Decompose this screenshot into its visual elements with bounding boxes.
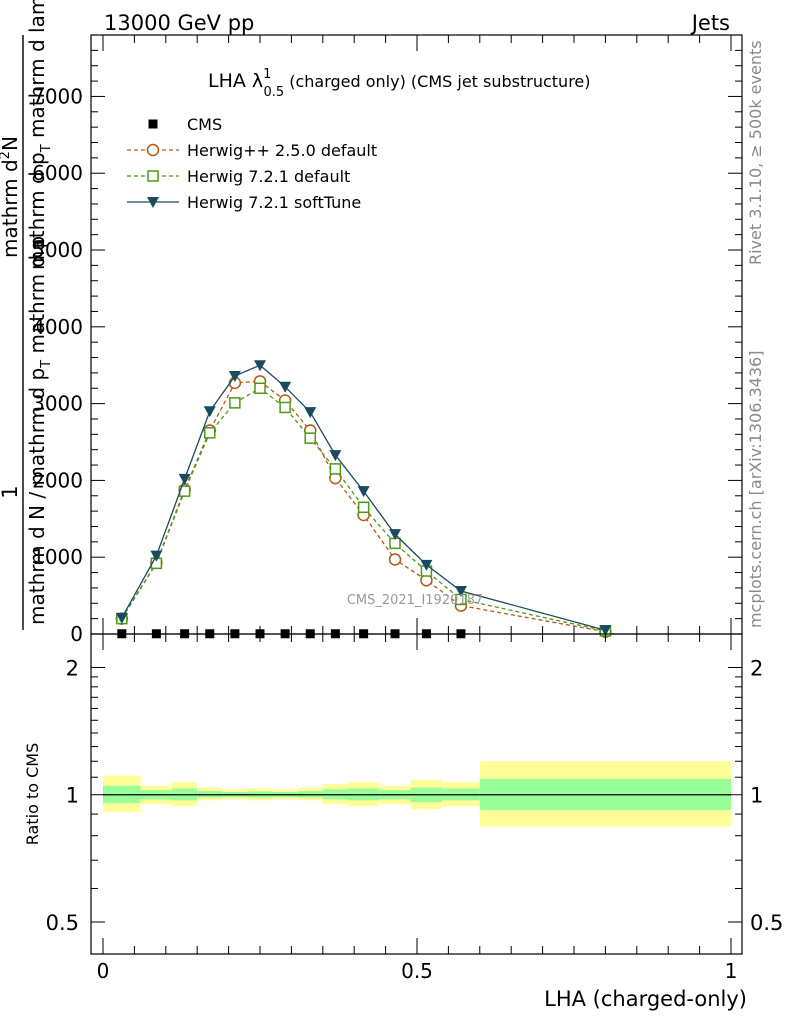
y-tick-label: 1000: [32, 545, 83, 569]
main-panel: 0 1000 2000 3000 4000 5000 6000 7000 CMS_2021_I…: [32, 34, 743, 646]
herwig721-softtune-marker: [203, 406, 216, 418]
main-y-axis-ticks: 0 1000 2000 3000 4000 5000 6000 7000: [32, 49, 742, 646]
ratio-y-tick-label-right: 1: [750, 784, 763, 808]
legend: CMS Herwig++ 2.5.0 default Herwig 7.2.1 de…: [127, 115, 377, 212]
x-tick-label: 0.5: [401, 959, 433, 983]
herwig721-softtune-marker: [228, 370, 241, 382]
herwig721-default-marker: [357, 501, 370, 514]
ratio-bands: [103, 761, 731, 827]
ratio-y-tick-label: 1: [66, 784, 79, 808]
category-label: Jets: [690, 11, 730, 35]
y-tick-label: 5000: [32, 238, 83, 262]
herwig721-softtune-marker: [329, 450, 342, 462]
herwig721-default-marker: [229, 397, 241, 409]
herwig721-softtune-marker: [150, 550, 163, 562]
herwig721-softtune-marker: [599, 625, 612, 637]
ratio-x-axis-ticks: 0 0.5 1: [97, 634, 738, 983]
cms-data-point: [148, 119, 158, 129]
herwig721-softtune-marker: [279, 381, 292, 393]
herwigpp-marker: [388, 553, 402, 566]
title-main: LHA λ: [208, 70, 263, 92]
herwig721-softtune-marker: [454, 585, 467, 597]
herwigpp-marker: [146, 143, 160, 157]
rivet-version-label: Rivet 3.1.10, ≥ 500k events: [746, 40, 765, 265]
title-rest: (charged only) (CMS jet substructure): [284, 72, 590, 91]
herwig721-default-marker: [254, 382, 266, 395]
y-tick-label: 6000: [32, 161, 83, 185]
herwig721-default-marker: [304, 432, 316, 444]
legend-label: CMS: [187, 115, 222, 134]
y-tick-label: 2000: [32, 468, 83, 492]
ratio-y-tick-label-right: 0.5: [750, 911, 783, 935]
herwig721-default-marker: [204, 427, 216, 439]
ratio-panel: 0.5 0.51 12 2 0 0.5 1: [46, 633, 784, 983]
herwig721-softtune-marker: [254, 360, 266, 372]
y-tick-label: 4000: [32, 315, 83, 339]
ylabel-one: 1: [0, 485, 22, 498]
analysis-watermark: CMS_2021_I1920187: [347, 593, 483, 608]
x-tick-label: 0: [97, 959, 110, 983]
ratio-y-tick-label: 0.5: [46, 911, 79, 935]
series-line-3: [121, 364, 606, 631]
x-axis-label: LHA (charged-only): [544, 987, 747, 1011]
y-tick-label: 0: [70, 622, 83, 646]
herwig721-softtune-marker: [357, 486, 370, 498]
ratio-y-tick-label: 2: [66, 656, 79, 680]
ratio-y-tick-label-right: 2: [750, 656, 763, 680]
series-line-1: [121, 380, 606, 633]
herwig721-softtune-marker: [304, 407, 317, 419]
mcplots-label: mcplots.cern.ch [arXiv:1306.3436]: [746, 351, 765, 628]
title-sup: 1: [263, 67, 271, 82]
title-sub: 0.5: [263, 85, 284, 100]
herwig721-softtune-marker: [115, 612, 128, 624]
legend-label: Herwig 7.2.1 default: [187, 167, 350, 186]
herwig721-softtune-marker: [389, 529, 402, 541]
ratio-y-axis-ticks: 0.5 0.5 1 1 2 2: [46, 656, 784, 935]
ylabel-numerator: mathrm d2N: [0, 136, 22, 258]
x-tick-label: 1: [725, 959, 738, 983]
legend-label: Herwig 7.2.1 softTune: [187, 193, 361, 212]
main-y-axis-label: 1 mathrm d N / mathrm d pT mathrm d p ma…: [0, 0, 54, 630]
ylabel-denominator-b: mathrm d pT mathrm d lambda: [25, 0, 54, 270]
herwig721-softtune-marker: [147, 197, 159, 208]
ylabel-denominator-a: mathrm d N / mathrm d pT mathrm d p: [25, 236, 54, 625]
herwig721-default-marker: [279, 401, 291, 414]
herwig721-default-marker: [329, 463, 342, 475]
y-tick-label: 3000: [32, 392, 83, 416]
herwig721-softtune-marker: [420, 559, 433, 571]
plot-title: LHA λ1 0.5 (charged only) (CMS jet substr…: [208, 67, 591, 100]
series-line-2: [121, 387, 606, 632]
herwig721-default-marker: [147, 170, 159, 182]
legend-label: Herwig++ 2.5.0 default: [187, 141, 377, 160]
herwig721-softtune-marker: [178, 473, 191, 485]
y-tick-label: 7000: [32, 84, 83, 108]
energy-label: 13000 GeV pp: [104, 11, 254, 35]
ratio-y-axis-label: Ratio to CMS: [23, 743, 42, 845]
